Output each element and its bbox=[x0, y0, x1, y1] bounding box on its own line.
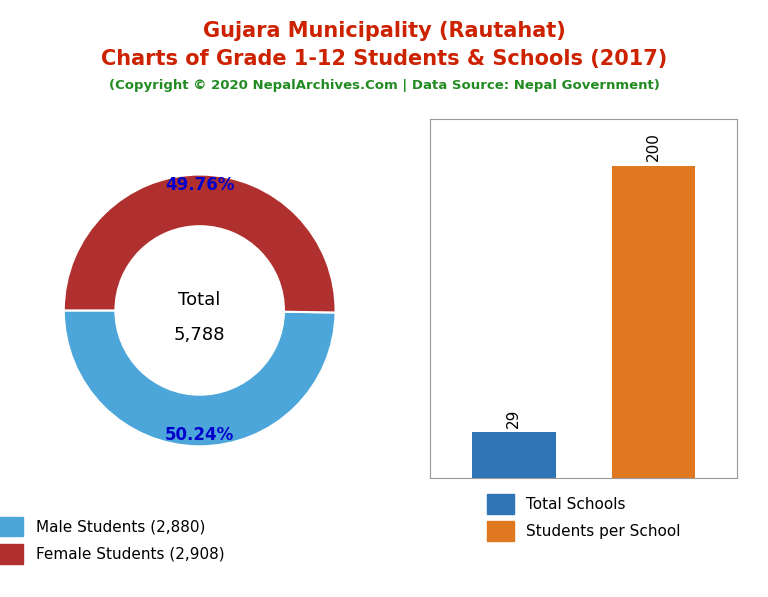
Text: Charts of Grade 1-12 Students & Schools (2017): Charts of Grade 1-12 Students & Schools … bbox=[101, 49, 667, 69]
Text: 5,788: 5,788 bbox=[174, 326, 226, 344]
Legend: Total Schools, Students per School: Total Schools, Students per School bbox=[479, 487, 688, 549]
Text: Total: Total bbox=[178, 291, 221, 309]
Text: (Copyright © 2020 NepalArchives.Com | Data Source: Nepal Government): (Copyright © 2020 NepalArchives.Com | Da… bbox=[108, 79, 660, 92]
Text: 29: 29 bbox=[506, 408, 521, 428]
Wedge shape bbox=[64, 310, 336, 447]
Text: Gujara Municipality (Rautahat): Gujara Municipality (Rautahat) bbox=[203, 21, 565, 41]
Text: 50.24%: 50.24% bbox=[165, 426, 234, 444]
Text: 200: 200 bbox=[646, 133, 661, 161]
Bar bbox=[472, 432, 556, 478]
Legend: Male Students (2,880), Female Students (2,908): Male Students (2,880), Female Students (… bbox=[0, 509, 232, 571]
Wedge shape bbox=[64, 174, 336, 312]
Text: 49.76%: 49.76% bbox=[165, 177, 234, 195]
Bar bbox=[611, 166, 695, 478]
